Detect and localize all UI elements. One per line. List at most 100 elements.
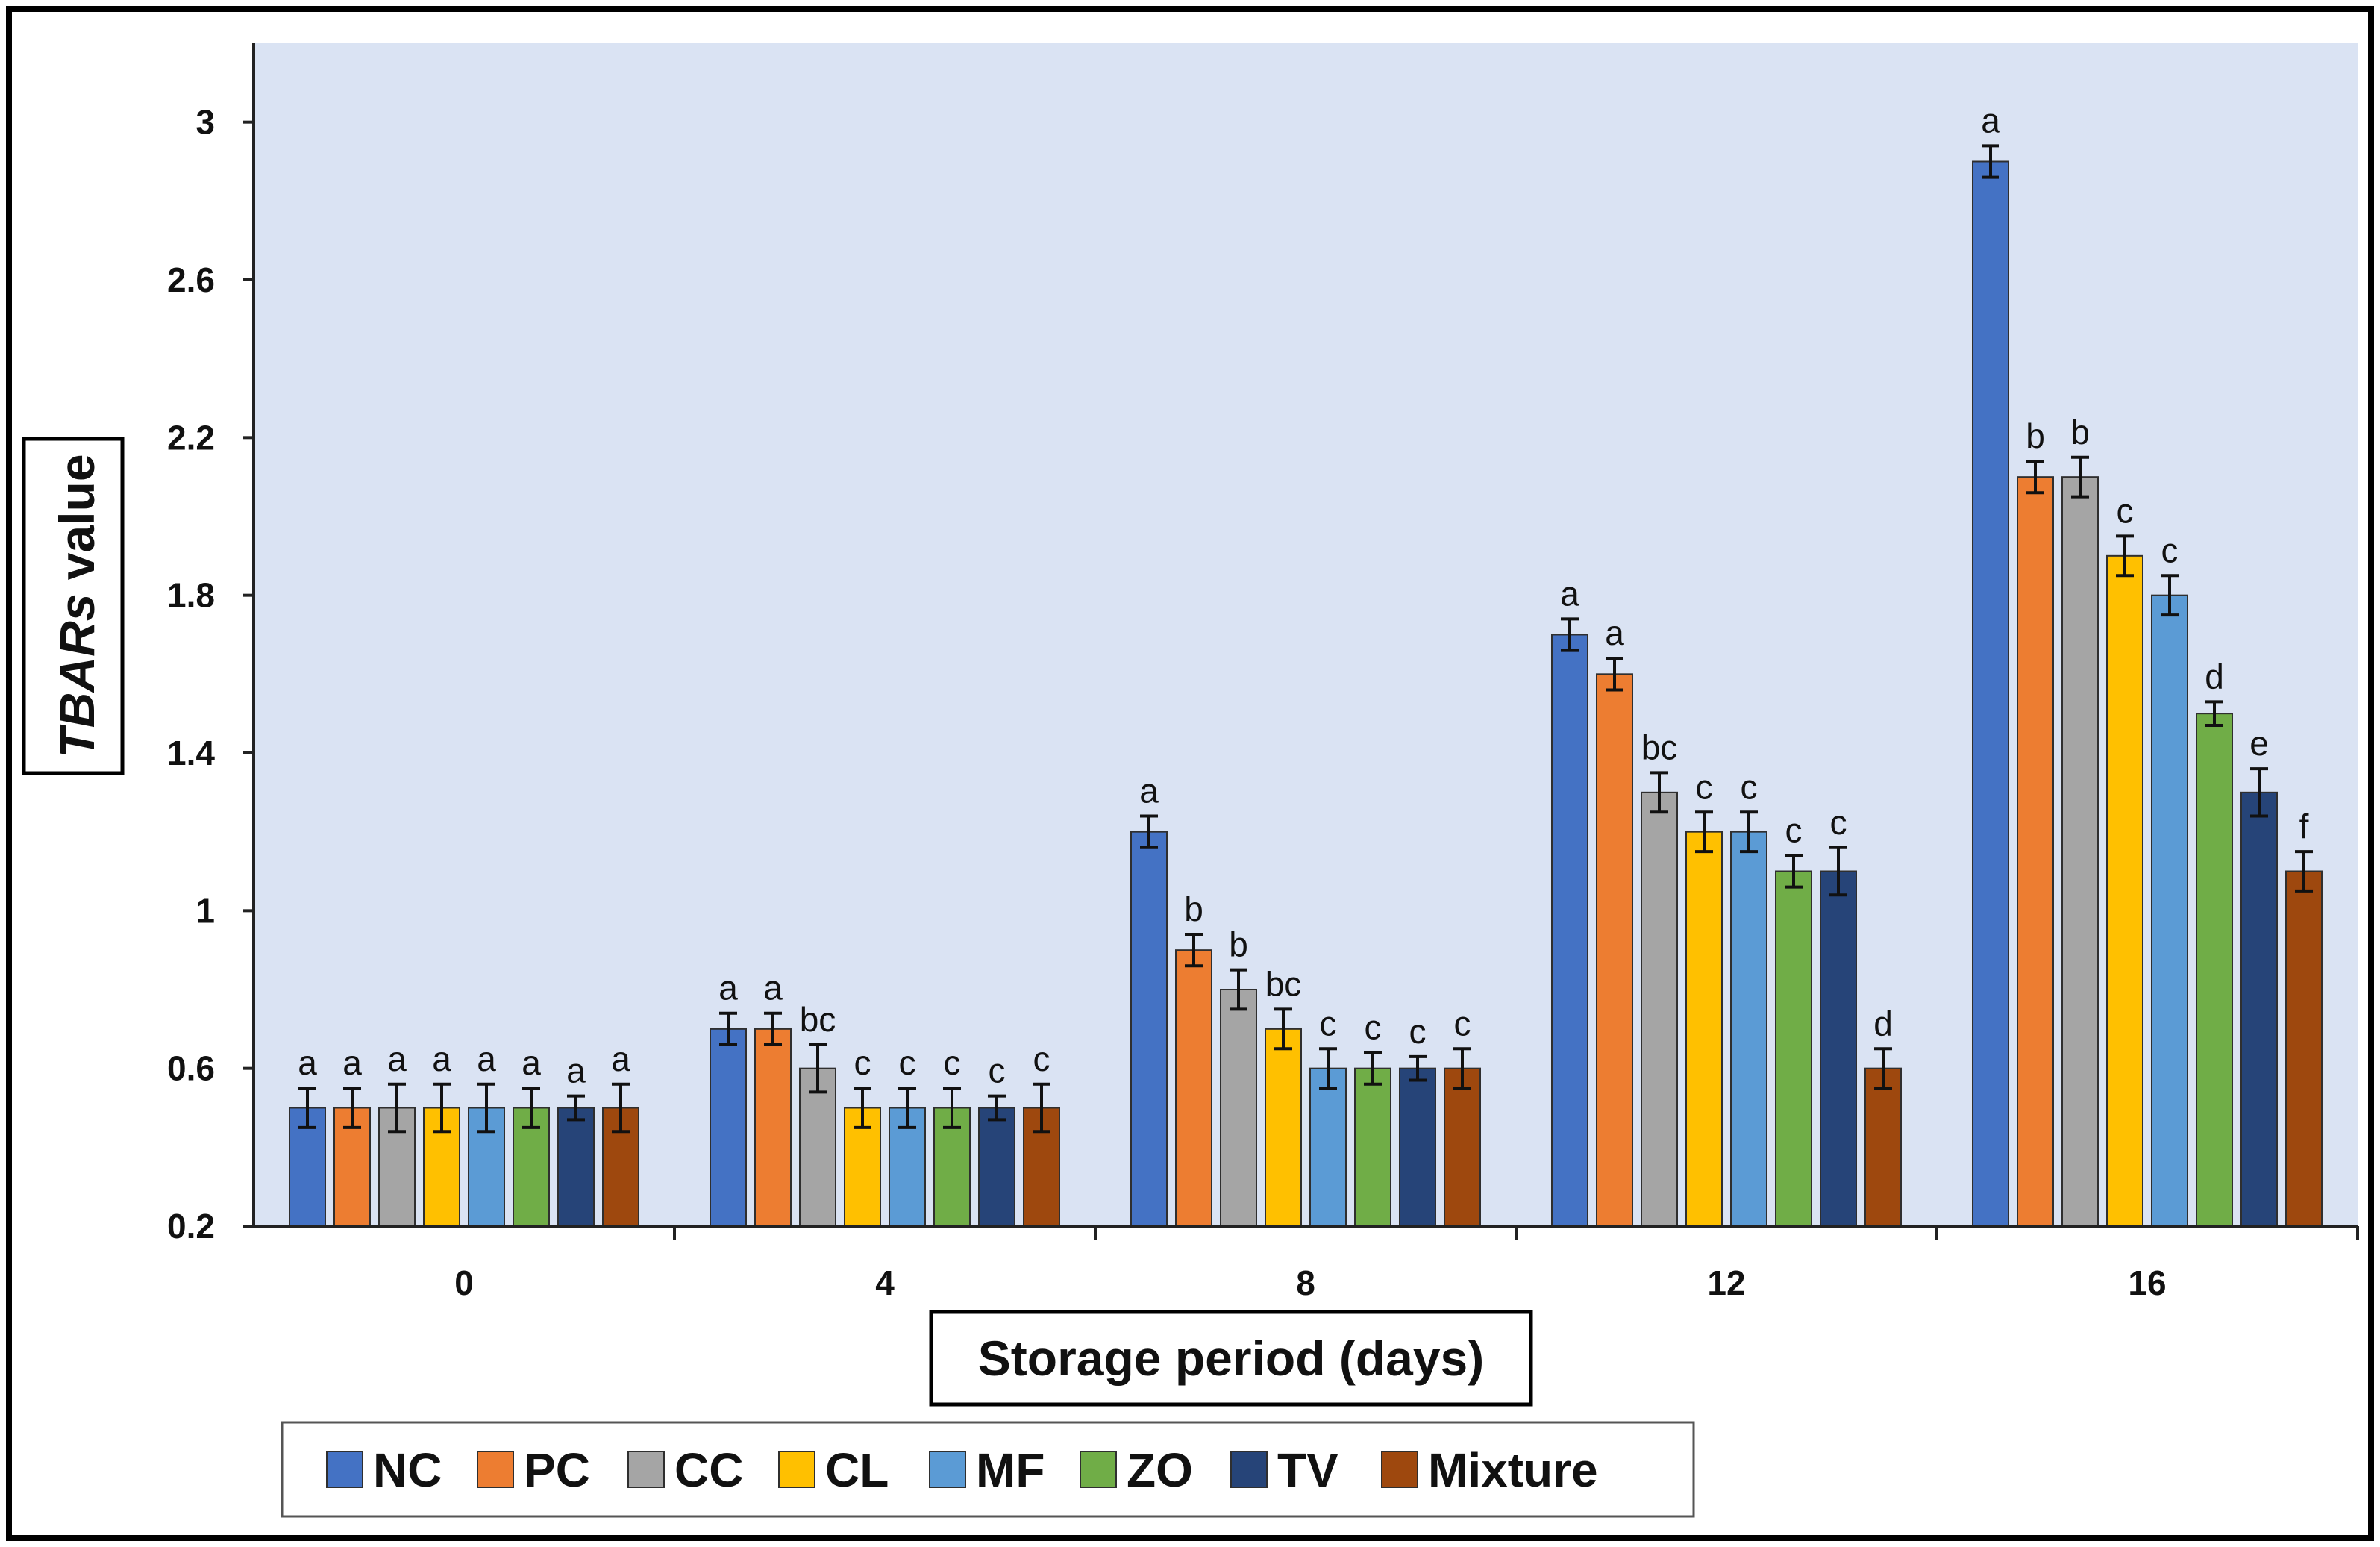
significance-letter: c	[1830, 803, 1847, 842]
bar-nc-day-8	[1130, 831, 1168, 1227]
bar-cl-day-12	[1685, 831, 1723, 1227]
y-tick-label: 1.4	[167, 734, 215, 772]
bar-tv-day-4	[978, 1107, 1015, 1227]
significance-letter: b	[2070, 413, 2090, 451]
legend-label-cc: CC	[674, 1443, 743, 1497]
x-axis-title-box	[929, 1310, 1533, 1407]
x-tick-label: 4	[875, 1263, 895, 1302]
significance-letter: e	[2249, 724, 2269, 763]
significance-letter: c	[944, 1043, 961, 1082]
significance-letter: a	[611, 1040, 630, 1078]
legend: NC PC CC CL MF ZO TV Mixture	[326, 1443, 1598, 1497]
bar-cl-day-16	[2106, 554, 2143, 1227]
significance-letter: c	[1409, 1012, 1427, 1051]
bar-tv-day-0	[557, 1107, 595, 1227]
significance-letter: a	[1981, 101, 2000, 140]
y-axis-title: TBARs value	[49, 454, 104, 757]
y-tick-label: 0.6	[167, 1049, 215, 1088]
significance-letter: a	[477, 1040, 496, 1078]
legend-label-cl: CL	[825, 1443, 889, 1497]
bar-nc-day-4	[710, 1028, 747, 1228]
x-ticks: 0 4 8 12 16	[454, 1226, 2359, 1302]
x-tick-label: 12	[1707, 1263, 1745, 1302]
bar-mf-day-8	[1309, 1067, 1347, 1227]
significance-letter: a	[1560, 574, 1579, 613]
legend-swatch-zo	[1080, 1451, 1117, 1488]
bar-mf-day-12	[1730, 831, 1767, 1227]
significance-letter: a	[1605, 613, 1624, 652]
legend-label-pc: PC	[524, 1443, 590, 1497]
significance-letter: bc	[1641, 728, 1678, 766]
y-tick-label: 1.8	[167, 576, 215, 615]
legend-swatch-nc	[326, 1451, 363, 1488]
legend-swatch-tv	[1230, 1451, 1268, 1488]
legend-label-tv: TV	[1277, 1443, 1338, 1497]
legend-label-nc: NC	[373, 1443, 442, 1497]
significance-letter: c	[1741, 767, 1758, 806]
legend-box	[281, 1421, 1695, 1518]
bar-pc-day-8	[1175, 949, 1212, 1227]
legend-label-zo: ZO	[1127, 1443, 1193, 1497]
legend-label-mf: MF	[976, 1443, 1045, 1497]
x-tick-label: 8	[1296, 1263, 1315, 1302]
significance-letter: b	[1229, 925, 1248, 964]
significance-letter: c	[854, 1043, 871, 1082]
significance-letter: a	[718, 969, 738, 1007]
y-tick-label: 1	[195, 891, 215, 930]
y-axis-title-main: TBARs	[49, 594, 104, 758]
bar-tv-day-12	[1820, 870, 1857, 1227]
legend-swatch-pc	[477, 1451, 514, 1488]
significance-letter: c	[1785, 810, 1803, 849]
bar-cc-day-4	[799, 1067, 836, 1227]
legend-swatch-mixture	[1381, 1451, 1418, 1488]
bar-zo-day-12	[1775, 870, 1812, 1227]
bar-tv-day-16	[2240, 791, 2278, 1228]
bar-cl-day-8	[1265, 1028, 1302, 1228]
significance-letter: b	[1184, 890, 1203, 928]
legend-swatch-mf	[929, 1451, 966, 1488]
significance-letter: f	[2299, 807, 2309, 846]
bar-mf-day-0	[468, 1107, 505, 1227]
significance-letter: c	[899, 1043, 916, 1082]
x-tick-label: 0	[454, 1263, 474, 1302]
significance-letter: c	[1320, 1004, 1337, 1043]
bar-mixture-day-12	[1864, 1067, 1902, 1227]
x-axis-title: Storage period (days)	[978, 1331, 1484, 1386]
bar-cc-day-12	[1641, 791, 1678, 1228]
y-axis-title-suffix: value	[49, 454, 104, 593]
significance-letter: d	[2205, 657, 2224, 696]
x-tick-label: 16	[2128, 1263, 2166, 1302]
bar-zo-day-16	[2196, 713, 2233, 1227]
bar-pc-day-12	[1596, 673, 1633, 1227]
bar-cc-day-16	[2061, 476, 2099, 1227]
significance-letter: a	[566, 1051, 586, 1090]
significance-letter: a	[1139, 772, 1159, 810]
significance-letter: c	[1365, 1008, 1382, 1047]
bar-tv-day-8	[1399, 1067, 1436, 1227]
bar-nc-day-12	[1551, 634, 1588, 1227]
bar-pc-day-4	[754, 1028, 792, 1228]
significance-letter: c	[1454, 1004, 1471, 1043]
significance-letter: a	[387, 1040, 407, 1078]
significance-letter: bc	[1265, 964, 1302, 1003]
significance-letter: b	[2026, 416, 2045, 455]
bar-zo-day-8	[1354, 1067, 1391, 1227]
significance-letter: a	[522, 1043, 541, 1082]
bar-mixture-day-16	[2285, 870, 2323, 1227]
y-tick-label: 2.2	[167, 418, 215, 457]
y-axis-title-box	[22, 437, 125, 775]
significance-letter: a	[763, 969, 783, 1007]
y-tick-label: 0.2	[167, 1207, 215, 1246]
significance-letter: c	[2117, 491, 2134, 530]
bar-mf-day-16	[2151, 594, 2188, 1227]
bar-cc-day-8	[1220, 989, 1257, 1227]
bar-pc-day-16	[2017, 476, 2054, 1227]
y-ticks: 0.2 0.6 1 1.4 1.8 2.2 2.6 3	[167, 103, 254, 1246]
significance-letter: a	[298, 1043, 317, 1082]
y-tick-label: 3	[195, 103, 215, 142]
legend-swatch-cl	[778, 1451, 815, 1488]
error-bars	[298, 144, 2313, 1134]
legend-swatch-cc	[627, 1451, 665, 1488]
significance-letter: bc	[800, 1000, 836, 1039]
